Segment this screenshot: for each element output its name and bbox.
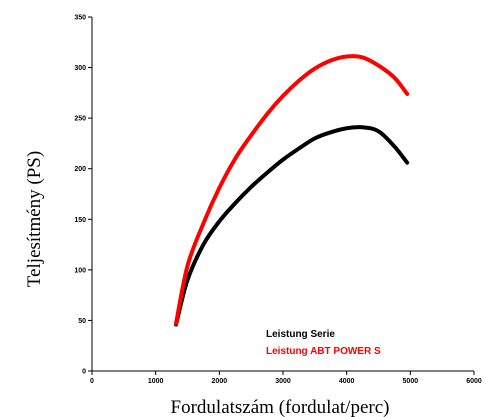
y-tick-label: 0 [82,369,86,376]
x-tick-label: 1000 [148,378,164,385]
legend-entry-serie: Leistung Serie [266,329,335,340]
x-tick-label: 2000 [212,378,228,385]
series-line-abt-power-s [174,54,410,326]
y-axis-title: Teljesítmény (PS) [24,151,45,287]
y-tick-label: 100 [74,267,86,274]
axes: 0 1000 2000 3000 4000 5000 6000 0 50 100 150 200 250… [74,15,482,386]
y-tick-label: 350 [74,15,86,22]
labels: Fordulatszám (fordulat/perc) Teljesítmén… [24,151,389,417]
legend-entry-abt-power-s: Leistung ABT POWER S [266,346,381,357]
x-tick-label: 5000 [403,378,419,385]
x-axis-title: Fordulatszám (fordulat/perc) [171,397,390,417]
y-tick-label: 200 [74,166,86,173]
series-line-serie [174,125,410,327]
x-tick-label: 4000 [339,378,355,385]
x-tick-label: 6000 [466,378,482,385]
plot-area [174,54,410,327]
x-tick-label: 0 [90,378,94,385]
y-tick-label: 150 [74,217,86,224]
y-tick-label: 50 [78,318,86,325]
y-tick-label: 250 [74,116,86,123]
x-tick-label: 3000 [275,378,291,385]
y-tick-label: 300 [74,65,86,72]
